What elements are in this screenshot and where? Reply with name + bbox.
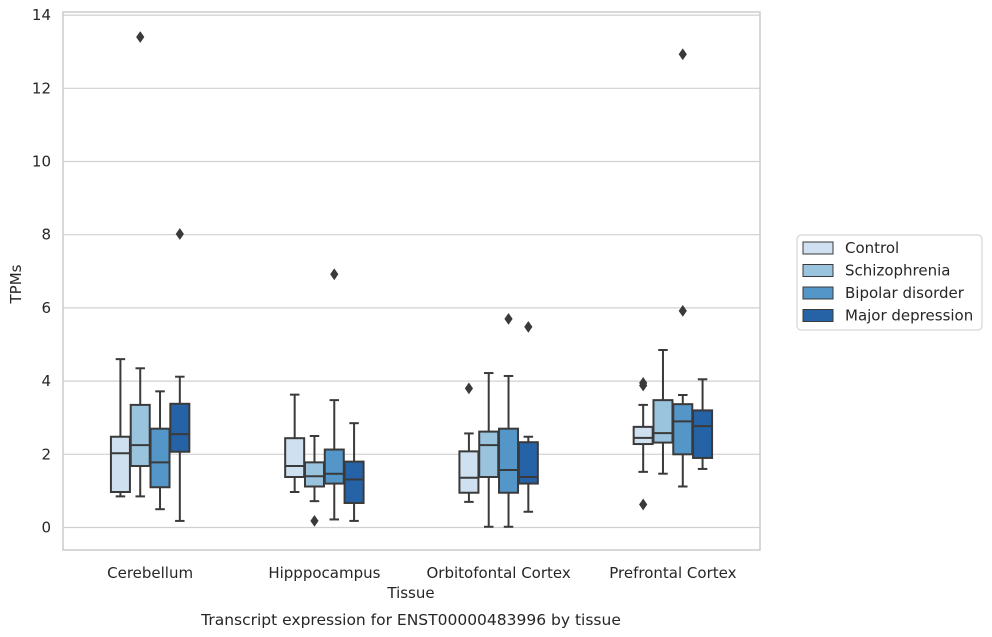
legend-swatch — [802, 264, 834, 277]
box-0-2 — [458, 382, 480, 503]
plot-area-frame — [62, 11, 761, 551]
y-tick-label: 14 — [32, 6, 51, 24]
legend-label: Major depression — [845, 307, 973, 325]
chart-caption: Transcript expression for ENST0000048399… — [200, 611, 621, 629]
x-tick-label: Prefrontal Cortex — [609, 564, 736, 582]
legend-frame — [796, 234, 983, 331]
iqr-box — [109, 435, 131, 493]
iqr-box — [672, 403, 694, 456]
box-3-2 — [517, 321, 539, 513]
outlier-point — [504, 313, 513, 325]
outlier-point — [639, 498, 648, 511]
x-tick-label: Cerebellum — [107, 564, 193, 582]
x-tick-label: Hipppocampus — [268, 564, 380, 582]
box-3-3 — [692, 378, 714, 470]
iqr-box — [517, 441, 539, 485]
outlier-point — [678, 48, 687, 61]
iqr-box — [652, 399, 674, 444]
outlier-point — [678, 304, 687, 317]
iqr-box — [632, 425, 654, 446]
box-0-3 — [632, 377, 654, 511]
outlier-point — [310, 515, 319, 527]
iqr-box — [169, 402, 191, 453]
box-series — [109, 31, 714, 528]
box-2-1 — [323, 268, 345, 521]
box-3-1 — [343, 422, 365, 522]
legend-label: Bipolar disorder — [845, 284, 965, 302]
box-0-1 — [284, 393, 306, 493]
box-1-0 — [129, 31, 151, 498]
iqr-box — [458, 450, 480, 494]
iqr-box — [323, 448, 345, 485]
legend-swatch — [802, 241, 834, 255]
box-1-1 — [303, 435, 325, 527]
box-1-3 — [652, 348, 674, 475]
outlier-point — [330, 268, 339, 281]
legend-label: Control — [845, 239, 899, 257]
box-2-3 — [672, 48, 694, 488]
x-tick-labels: Cerebellum Hipppocampus Orbitofontal Corte… — [107, 564, 736, 582]
outlier-point — [136, 31, 145, 43]
outlier-point — [464, 382, 474, 395]
y-tick-labels: 0 2 4 6 8 10 12 14 — [32, 6, 51, 536]
iqr-box — [478, 430, 500, 478]
x-tick-label: Orbitofontal Cortex — [427, 564, 571, 582]
y-tick-label: 10 — [32, 153, 51, 171]
iqr-box — [303, 461, 325, 488]
box-1-2 — [478, 372, 500, 528]
iqr-box — [129, 403, 151, 468]
y-tick-label: 2 — [41, 445, 51, 463]
y-tick-label: 6 — [41, 299, 51, 317]
legend-swatch — [802, 286, 834, 300]
box-2-0 — [149, 390, 171, 511]
outlier-point — [175, 228, 184, 240]
iqr-box — [149, 427, 171, 489]
box-3-0 — [169, 228, 191, 522]
outlier-point — [524, 321, 533, 333]
y-tick-label: 8 — [41, 226, 51, 244]
y-tick-label: 12 — [32, 79, 51, 97]
legend-label: Schizophrenia — [845, 262, 950, 280]
x-axis-label: Tissue — [386, 584, 434, 602]
box-0-0 — [109, 358, 131, 498]
y-axis-label: TPMs — [7, 264, 25, 304]
iqr-box — [498, 427, 520, 494]
y-tick-label: 4 — [41, 372, 51, 390]
legend-swatch — [802, 309, 834, 322]
iqr-box — [343, 460, 365, 504]
iqr-box — [692, 409, 714, 459]
y-tick-label: 0 — [41, 519, 51, 537]
iqr-box — [284, 437, 306, 478]
box-2-2 — [498, 313, 520, 528]
legend: Control Schizophrenia Bipolar disorder Majo… — [796, 234, 983, 331]
outlier-point — [639, 377, 648, 389]
